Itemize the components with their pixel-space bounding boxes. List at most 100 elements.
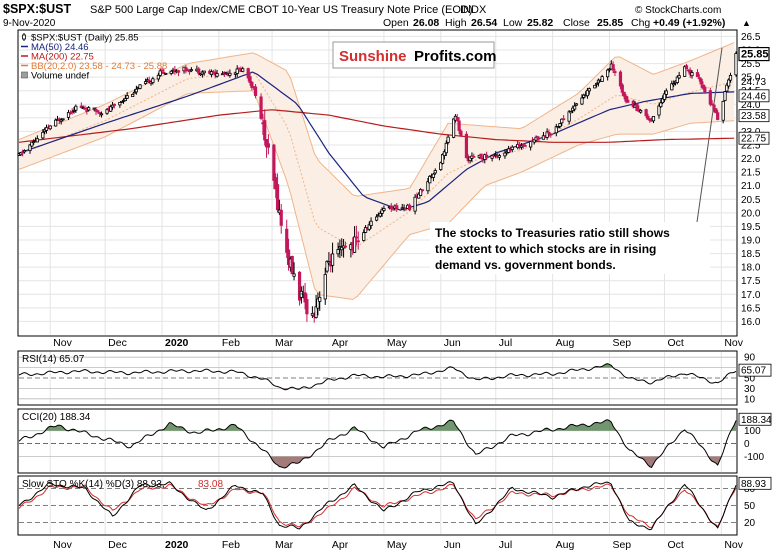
candle-body [607, 68, 612, 71]
candle [635, 103, 639, 112]
x-tick-label: Sep [612, 539, 631, 551]
x-tick-label: Oct [667, 337, 683, 349]
y-tick-label: 26.5 [741, 32, 761, 43]
y-tick-label: 18.5 [741, 249, 761, 260]
chart-exchange: INDX [460, 4, 487, 16]
indicator-level-label: 10 [744, 394, 756, 405]
candle-body [224, 72, 228, 75]
indicator-level-label: 0 [744, 439, 750, 450]
candle [305, 293, 309, 322]
candle [164, 72, 168, 76]
candle-body [274, 177, 278, 190]
candle-body [134, 88, 138, 93]
candle [536, 135, 540, 142]
candle [699, 77, 703, 88]
candle [325, 260, 329, 274]
candle-body [714, 108, 718, 114]
candle-body [279, 209, 283, 226]
annotation-line-1: The stocks to Treasuries ratio still sho… [435, 226, 670, 240]
high-value: 26.54 [471, 17, 497, 29]
legend-label: MA(200) 22.75 [31, 52, 94, 63]
candle [701, 81, 705, 90]
candle [72, 107, 76, 114]
price-tag: 24.73 [741, 77, 766, 88]
candle [459, 129, 463, 138]
candle [125, 92, 129, 99]
candle-body [440, 154, 445, 164]
candle-body [562, 118, 566, 121]
candle [547, 129, 551, 138]
candle [362, 229, 366, 242]
candle [158, 68, 162, 77]
candle-body [83, 107, 87, 110]
candle [266, 134, 270, 155]
candle-body [228, 72, 232, 76]
candle [574, 103, 579, 106]
candle [716, 110, 720, 121]
candle-body [138, 84, 142, 89]
indicator-value-box [738, 412, 772, 426]
candle-body [611, 64, 615, 71]
candle-body [202, 70, 206, 74]
annotation: The stocks to Treasuries ratio still sho… [430, 47, 723, 274]
candle [85, 106, 89, 115]
candle-body [703, 86, 707, 92]
price-tag-box [738, 131, 770, 145]
candle-body [672, 83, 676, 86]
candle [202, 70, 206, 76]
candle [356, 231, 360, 250]
chart-date: 9-Nov-2020 [3, 18, 56, 29]
candle-body [428, 175, 432, 184]
candle [253, 83, 258, 99]
oversold-fill [19, 456, 736, 468]
cci-series: 188.34 [18, 412, 772, 469]
candle-body [297, 271, 302, 301]
candle-body [675, 76, 679, 83]
sto-grid: 805020 [19, 484, 756, 529]
candle-body [695, 72, 700, 78]
rsi-series: 65.07 [18, 363, 772, 391]
candle-body [468, 156, 472, 162]
candle-body [442, 151, 447, 156]
candle-body [433, 170, 437, 174]
candle-body [79, 105, 83, 109]
legend-entry: MA(200) 22.75 [21, 52, 94, 63]
candle-body [74, 105, 78, 111]
candle [98, 111, 102, 117]
y-tick-label: 25.5 [741, 59, 761, 70]
candle [352, 226, 357, 253]
up-arrow-icon: ▲ [742, 18, 751, 28]
candle [431, 172, 436, 182]
candle-body [532, 138, 536, 143]
legend-label: $SPX:$UST (Daily) 25.85 [31, 33, 139, 44]
candle-body [618, 71, 623, 87]
candle [189, 67, 193, 73]
legend-label: BB(20,2.0) 23.58 - 24.73 - 25.88 [31, 61, 167, 72]
candle-body [723, 91, 727, 101]
candle-body [325, 260, 329, 272]
candle [380, 207, 384, 217]
candle-body [523, 145, 527, 147]
candle-body [573, 105, 577, 110]
candle-body [340, 246, 344, 251]
candle-body [464, 133, 469, 159]
indicator-value-label: 88.93 [741, 479, 766, 490]
candle-body [574, 103, 579, 106]
y-tick-label: 24.0 [741, 100, 761, 111]
candle [613, 68, 617, 76]
candle [494, 150, 498, 159]
candle-body [215, 73, 219, 77]
candle-body [457, 120, 461, 131]
legend-entry: MA(50) 24.46 [21, 42, 89, 53]
annotation-pointer [696, 47, 723, 223]
candle [340, 238, 344, 257]
x-tick-label: 2020 [165, 539, 189, 551]
candle [545, 128, 549, 140]
candle-body [585, 89, 590, 97]
candle-body [635, 103, 639, 111]
bb-fill [19, 42, 735, 300]
candle-body [105, 109, 109, 114]
candle-body [567, 111, 571, 122]
x-tick-label: Mar [275, 337, 294, 349]
candle [123, 95, 127, 102]
